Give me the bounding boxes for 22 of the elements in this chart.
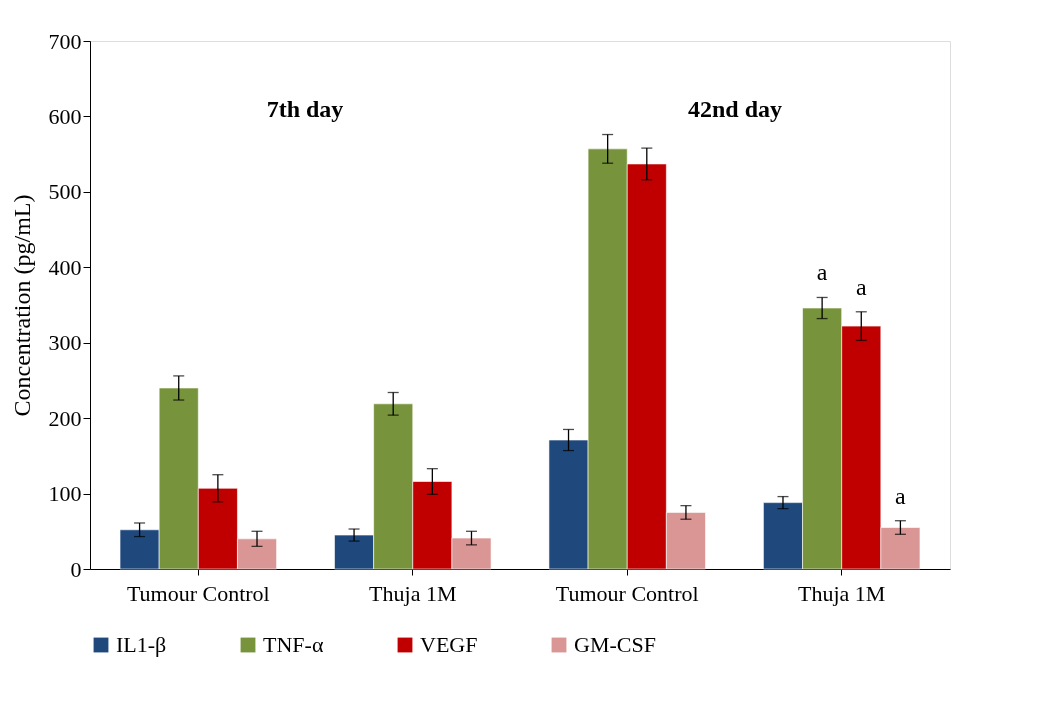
y-tick-label: 300 — [48, 330, 82, 356]
y-tick-label: 400 — [48, 254, 82, 280]
x-tick-label: Tumour Control — [555, 580, 699, 606]
legend-label: GM-CSF — [574, 632, 656, 657]
annotation: a — [855, 273, 867, 300]
y-axis-title: Concentration (pg/mL) — [8, 194, 35, 417]
y-tick-label: 100 — [48, 481, 82, 507]
x-tick-label: Thuja 1M — [798, 580, 886, 606]
annotation: a — [895, 482, 907, 509]
annotation: 7th day — [266, 95, 344, 122]
legend-label: IL1-β — [116, 632, 167, 657]
y-tick-label: 700 — [48, 28, 82, 54]
x-tick-label: Tumour Control — [126, 580, 270, 606]
y-tick-label: 600 — [48, 103, 82, 129]
legend-label: VEGF — [420, 632, 478, 657]
annotation: a — [816, 259, 828, 286]
legend-label: TNF-α — [263, 632, 324, 657]
x-tick-label: Thuja 1M — [369, 580, 457, 606]
annotation: 42nd day — [687, 95, 783, 122]
y-tick-label: 0 — [70, 556, 82, 582]
y-tick-label: 200 — [48, 405, 82, 431]
y-tick-label: 500 — [48, 179, 82, 205]
